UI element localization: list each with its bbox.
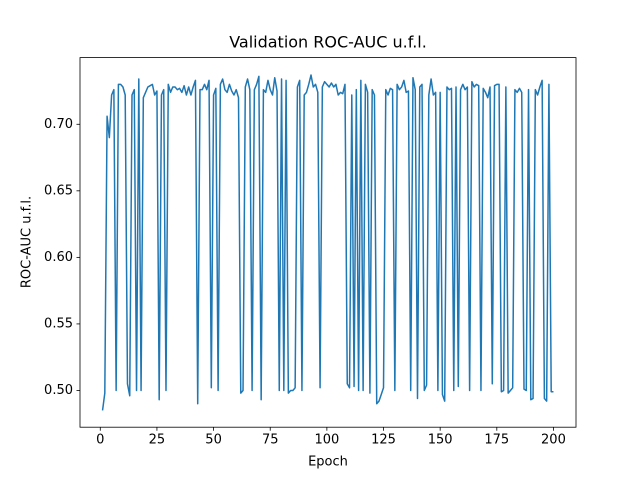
x-tick-label: 100: [314, 433, 339, 448]
y-axis-label: ROC-AUC u.f.l.: [20, 196, 35, 288]
x-tick-label: 200: [541, 433, 566, 448]
y-tick-label: 0.60: [44, 250, 73, 265]
y-tick-label: 0.50: [44, 383, 73, 398]
plot-frame: [79, 57, 577, 428]
y-tick-label: 0.55: [44, 316, 73, 331]
x-tick-label: 75: [262, 433, 279, 448]
x-tick-label: 175: [484, 433, 509, 448]
y-tick-label: 0.65: [44, 183, 73, 198]
data-line: [101, 74, 554, 411]
x-tick-label: 125: [371, 433, 396, 448]
chart-title: Validation ROC-AUC u.f.l.: [229, 33, 427, 52]
x-tick-label: 50: [205, 433, 222, 448]
x-axis-label: Epoch: [308, 455, 348, 470]
x-tick-label: 150: [428, 433, 453, 448]
x-tick-label: 25: [149, 433, 166, 448]
x-tick-label: 0: [96, 433, 104, 448]
y-tick-label: 0.70: [44, 117, 73, 132]
